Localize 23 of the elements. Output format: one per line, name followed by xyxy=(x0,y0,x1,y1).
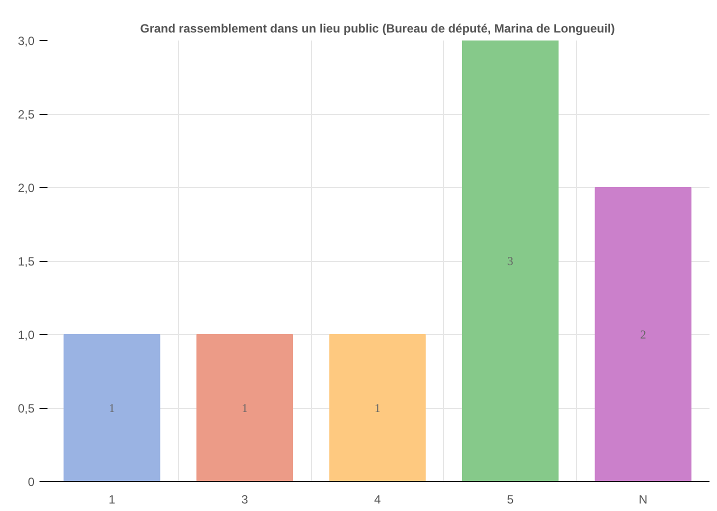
bar xyxy=(594,187,692,482)
bar xyxy=(196,334,294,482)
data-label: 2 xyxy=(640,328,646,342)
data-label: 1 xyxy=(108,401,115,415)
bar xyxy=(462,40,559,482)
data-label: 1 xyxy=(374,401,380,415)
y-tick-label: 3,0 xyxy=(18,34,35,48)
data-label: 3 xyxy=(507,254,514,268)
bar xyxy=(329,334,426,482)
data-label: 1 xyxy=(242,401,248,415)
chart-title: Grand rassemblement dans un lieu public (Bureau de député, Marina de Longueuil) xyxy=(140,22,615,36)
y-tick-label: 1,0 xyxy=(18,328,35,342)
x-tick-label: 5 xyxy=(506,492,514,506)
y-tick-label: 2,0 xyxy=(18,181,35,195)
bar xyxy=(64,334,160,482)
y-tick-label: 2,5 xyxy=(18,108,35,122)
x-tick-label: 1 xyxy=(108,492,116,506)
y-tick-label: 0 xyxy=(28,475,35,489)
y-tick-label: 0,5 xyxy=(18,402,35,416)
y-tick-label: 1,5 xyxy=(18,254,35,268)
x-tick-label: 3 xyxy=(241,492,248,506)
x-tick-label: N xyxy=(638,492,648,506)
x-tick-label: 4 xyxy=(374,492,382,506)
